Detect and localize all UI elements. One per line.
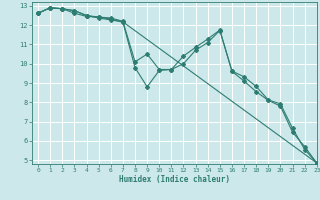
X-axis label: Humidex (Indice chaleur): Humidex (Indice chaleur) bbox=[119, 175, 230, 184]
